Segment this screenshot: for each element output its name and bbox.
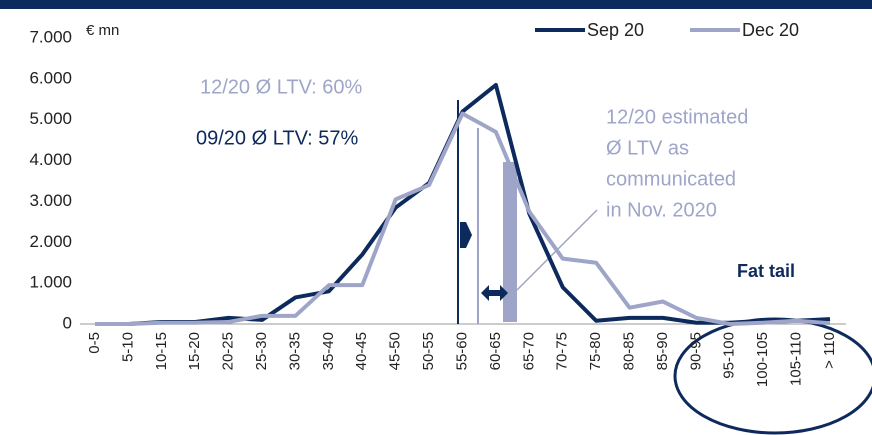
x-tick-label: 75-80 — [587, 332, 604, 370]
shift-arrow — [460, 222, 472, 248]
y-tick-label: 0 — [63, 313, 72, 332]
y-tick-label: 4.000 — [29, 150, 72, 169]
x-tick-label: 100-105 — [754, 332, 771, 387]
x-tick-label: 30-35 — [286, 332, 303, 370]
x-tick-label: 25-30 — [253, 332, 270, 370]
x-tick-label: 10-15 — [153, 332, 170, 370]
x-tick-label: 55-60 — [453, 332, 470, 370]
annotation: Fat tail — [737, 261, 795, 281]
x-tick-label: 5-10 — [119, 332, 136, 362]
series-line — [95, 111, 831, 326]
y-tick-label: 2.000 — [29, 232, 72, 251]
x-tick-label: 70-75 — [554, 332, 571, 370]
annotation: communicated — [606, 168, 736, 190]
x-tick-label: 60-65 — [487, 332, 504, 370]
x-tick-label: 90-95 — [687, 332, 704, 370]
legend-label: Dec 20 — [742, 20, 799, 40]
x-tick-label: 15-20 — [186, 332, 203, 370]
x-tick-label: 40-45 — [353, 332, 370, 370]
y-tick-label: 5.000 — [29, 109, 72, 128]
y-tick-label: 1.000 — [29, 273, 72, 292]
x-tick-label: 95-100 — [721, 332, 738, 379]
series-line — [95, 82, 831, 326]
x-tick-label: 45-50 — [387, 332, 404, 370]
x-tick-label: 85-90 — [654, 332, 671, 370]
top-bar — [0, 0, 872, 9]
double-arrow — [481, 285, 508, 301]
x-tick-label: 65-70 — [520, 332, 537, 370]
x-tick-label: 35-40 — [320, 332, 337, 370]
annotation: 12/20 Ø LTV: 60% — [200, 76, 363, 98]
annotation: 09/20 Ø LTV: 57% — [196, 127, 359, 149]
x-tick-label: 20-25 — [220, 332, 237, 370]
annotation: Ø LTV as — [606, 137, 689, 159]
estimated-ltv-bar — [503, 162, 517, 322]
annotation: in Nov. 2020 — [606, 199, 717, 221]
legend-label: Sep 20 — [587, 20, 644, 40]
x-tick-label: 0-5 — [86, 332, 103, 354]
unit-label: € mn — [86, 22, 119, 39]
y-tick-label: 3.000 — [29, 191, 72, 210]
fat-tail-ellipse — [673, 317, 872, 435]
y-tick-label: 7.000 — [29, 27, 72, 46]
y-tick-label: 6.000 — [29, 68, 72, 87]
x-tick-label: 80-85 — [621, 332, 638, 370]
x-tick-label: 105-110 — [788, 332, 805, 386]
x-tick-label: > 110 — [821, 332, 838, 369]
x-tick-label: 50-55 — [420, 332, 437, 370]
annotation: 12/20 estimated — [606, 106, 748, 128]
